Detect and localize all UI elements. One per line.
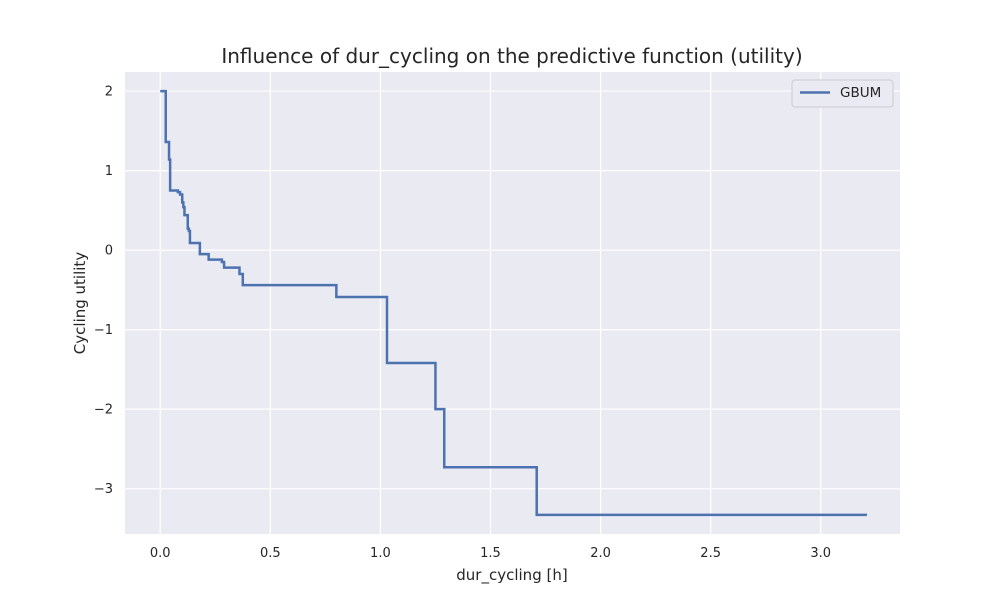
legend-label-gbum: GBUM [840, 85, 881, 101]
series-line-gbum [160, 89, 867, 517]
y-tick-label: 0 [105, 244, 113, 259]
y-tick-labels: 2 1 0 −1 −2 −3 [94, 85, 113, 498]
x-axis-label: dur_cycling [h] [456, 566, 567, 585]
x-tick-label: 3.0 [810, 546, 831, 561]
x-tick-label: 1.5 [480, 546, 501, 561]
y-tick-label: −2 [94, 403, 113, 418]
x-tick-label: 1.0 [370, 546, 391, 561]
legend-box [791, 79, 894, 108]
x-tick-label: 0.5 [260, 546, 281, 561]
y-tick-label: −1 [94, 323, 113, 338]
grid [125, 72, 900, 534]
x-tick-label: 2.0 [590, 546, 611, 561]
legend: GBUM [791, 79, 894, 108]
x-tick-label: 0.0 [150, 546, 171, 561]
x-tick-label: 2.5 [700, 546, 721, 561]
x-tick-labels: 0.0 0.5 1.0 1.5 2.0 2.5 3.0 [150, 546, 831, 561]
y-axis-label: Cycling utility [71, 252, 89, 355]
y-tick-label: 1 [105, 164, 113, 179]
y-tick-label: −3 [94, 482, 113, 497]
y-tick-label: 2 [105, 85, 113, 100]
chart-title: Influence of dur_cycling on the predicti… [221, 44, 802, 68]
series-lines [160, 89, 867, 517]
plot-area [125, 72, 900, 534]
